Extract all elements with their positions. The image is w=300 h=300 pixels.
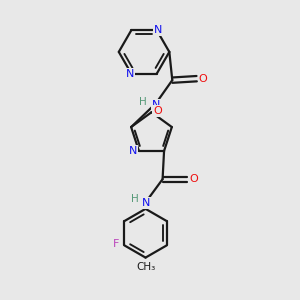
Text: H: H: [131, 194, 139, 204]
Text: N: N: [129, 146, 137, 156]
Text: N: N: [154, 25, 162, 35]
Text: CH₃: CH₃: [136, 262, 155, 272]
Text: O: O: [189, 174, 198, 184]
Text: O: O: [199, 74, 208, 84]
Text: O: O: [153, 106, 162, 116]
Text: N: N: [126, 69, 134, 79]
Text: H: H: [139, 97, 146, 107]
Text: N: N: [142, 198, 150, 208]
Text: F: F: [113, 239, 119, 249]
Text: N: N: [152, 100, 160, 110]
